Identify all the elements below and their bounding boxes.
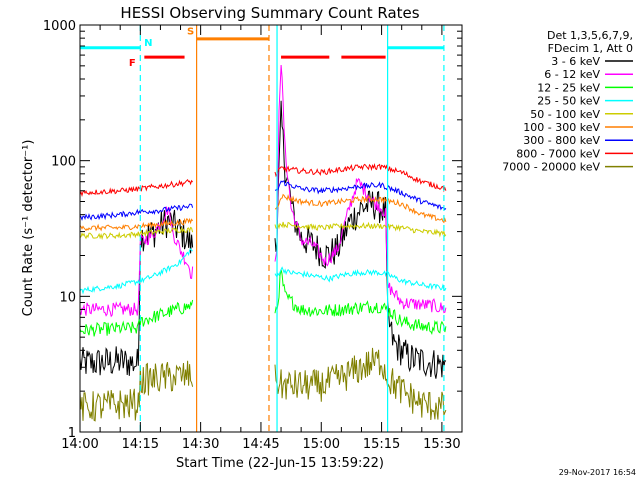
flag-label-n: N (144, 38, 152, 49)
x-tick-label: 14:15 (122, 437, 159, 452)
x-tick-label: 14:30 (182, 437, 219, 452)
x-tick-label: 14:00 (61, 437, 98, 452)
axes: 14:00 14:15 14:30 14:45 15:00 15:15 15:30 1 10 10… (43, 19, 463, 452)
x-tick-label: 14:45 (242, 437, 279, 452)
legend-label-6-12-kev: 6 - 12 keV (544, 68, 600, 81)
x-axis-label: Start Time (22-Jun-15 13:59:22) (176, 456, 384, 471)
legend: Det 1,3,5,6,7,9,FDecim 1, Att 03 - 6 keV… (502, 29, 633, 174)
chart-title: HESSI Observing Summary Count Rates (120, 4, 419, 22)
series-line-300-800-kev (79, 180, 447, 221)
flag-label-s: S (187, 27, 194, 38)
legend-label-800-7000-kev: 800 - 7000 keV (516, 147, 600, 160)
series-line-3-6-kev (79, 100, 447, 379)
legend-header-2: FDecim 1, Att 0 (548, 42, 633, 55)
series-line-7000-20000-kev (79, 347, 447, 422)
legend-label-7000-20000-kev: 7000 - 20000 keV (502, 161, 600, 174)
legend-label-25-50-kev: 25 - 50 keV (537, 95, 600, 108)
x-tick-label: 15:00 (303, 437, 340, 452)
series-line-50-100-kev (79, 221, 447, 241)
legend-label-300-800-kev: 300 - 800 keV (523, 134, 600, 147)
plot-data (79, 64, 447, 422)
flag-label-f: F (129, 58, 136, 69)
series-line-6-12-kev (79, 64, 447, 318)
legend-label-100-300-kev: 100 - 300 keV (523, 121, 600, 134)
legend-header-1: Det 1,3,5,6,7,9, (547, 29, 633, 42)
legend-label-12-25-kev: 12 - 25 keV (537, 81, 600, 94)
y-tick-label: 100 (51, 155, 76, 170)
y-tick-label: 1000 (43, 19, 76, 34)
y-tick-label: 10 (59, 290, 76, 305)
series-line-100-300-kev (79, 193, 447, 232)
plot-frame (79, 24, 463, 433)
series-line-800-7000-kev (79, 163, 447, 197)
y-axis-label: Count Rate (s⁻¹ detector⁻¹) (21, 140, 36, 317)
legend-label-50-100-kev: 50 - 100 keV (530, 108, 600, 121)
x-tick-label: 15:15 (363, 437, 400, 452)
legend-label-3-6-kev: 3 - 6 keV (551, 55, 600, 68)
series-line-25-50-kev (79, 248, 447, 295)
series-line-12-25-kev (79, 269, 447, 337)
x-tick-label: 15:30 (423, 437, 460, 452)
annotations: FN S (80, 25, 445, 432)
y-tick-label: 1 (68, 426, 76, 441)
timestamp: 29-Nov-2017 16:54 (559, 468, 636, 477)
